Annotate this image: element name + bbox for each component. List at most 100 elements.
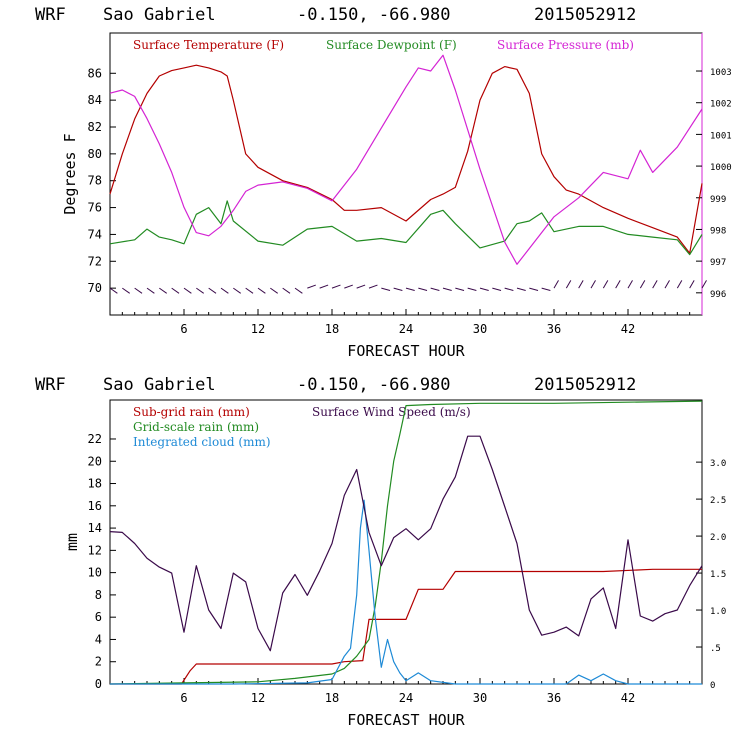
wind-barb <box>430 287 440 291</box>
y-tick-label: 16 <box>88 499 102 513</box>
y-tick-label: 84 <box>88 93 102 107</box>
wind-barb <box>319 284 329 289</box>
series-sub-grid-rain-line <box>110 568 702 685</box>
y2-tick-label: .5 <box>710 644 721 654</box>
series-integrated-cloud-line <box>110 499 702 685</box>
series-surface-wind-speed-line <box>109 435 703 652</box>
bottom-series <box>109 400 703 685</box>
wind-barb <box>159 287 167 294</box>
bottom-panel: WRF Sao Gabriel -0.150, -66.980 20150529… <box>35 375 726 729</box>
bottom-title-model: WRF <box>35 375 66 395</box>
x-tick-label: 24 <box>399 691 413 705</box>
y-tick-label: 14 <box>88 521 102 535</box>
wind-barb <box>146 287 155 294</box>
wind-barb <box>405 287 415 291</box>
wind-barb <box>331 284 341 289</box>
top-legend: Surface Temperature (F) Surface Dewpoint… <box>133 38 634 52</box>
top-title: WRF Sao Gabriel -0.150, -66.980 20150529… <box>35 5 636 25</box>
wind-barb <box>664 280 670 289</box>
legend-temperature: Surface Temperature (F) <box>133 38 284 52</box>
bottom-title: WRF Sao Gabriel -0.150, -66.980 20150529… <box>35 375 636 395</box>
series-surface-pressure-line <box>109 54 703 265</box>
wind-barb <box>615 280 621 289</box>
top-xlabel: FORECAST HOUR <box>347 342 465 360</box>
y-tick-label: 70 <box>88 281 102 295</box>
y-tick-label: 4 <box>95 632 102 646</box>
wind-barb <box>294 287 303 294</box>
top-title-coords: -0.150, -66.980 <box>297 5 451 25</box>
y2-tick-label: 999 <box>710 195 726 205</box>
x-tick-label: 42 <box>621 691 635 705</box>
wind-barb <box>541 287 551 291</box>
bottom-title-station: Sao Gabriel <box>103 375 216 395</box>
wind-barb <box>307 284 316 289</box>
legend-dewpoint: Surface Dewpoint (F) <box>326 38 457 52</box>
y-tick-label: 20 <box>88 454 102 468</box>
x-tick-label: 36 <box>547 322 561 336</box>
bottom-title-coords: -0.150, -66.980 <box>297 375 451 395</box>
wind-barb <box>504 287 514 291</box>
y2-tick-label: 1003 <box>710 68 732 78</box>
wind-barb <box>418 287 428 291</box>
wind-barb <box>639 280 646 289</box>
top-series <box>109 54 703 265</box>
wind-barb <box>183 287 192 294</box>
wind-barb <box>356 284 366 289</box>
wind-barb <box>689 280 695 289</box>
bottom-right-axis: 0 .5 1.0 1.5 2.0 2.5 3.0 <box>696 459 726 691</box>
top-right-axis-ticks: 996 997 998 999 1000 1001 1002 1003 <box>696 68 732 300</box>
series-grid-scale-rain-line <box>109 400 703 685</box>
y2-tick-label: 1000 <box>710 163 732 173</box>
y2-tick-label: 3.0 <box>710 459 726 469</box>
wind-barb <box>368 284 378 289</box>
y-tick-label: 74 <box>88 227 102 241</box>
legend-wind-speed: Surface Wind Speed (m/s) <box>312 405 471 419</box>
legend-subgrid-rain: Sub-grid rain (mm) <box>133 405 250 419</box>
y-tick-label: 76 <box>88 201 102 215</box>
y2-tick-label: 996 <box>710 290 726 300</box>
wind-barb <box>455 287 465 291</box>
wind-barb <box>381 287 391 291</box>
wind-barb <box>676 280 683 289</box>
y-tick-label: 18 <box>88 477 102 491</box>
y2-tick-label: 1.5 <box>710 570 726 580</box>
wind-barb <box>270 287 278 294</box>
y2-tick-label: 1001 <box>710 131 732 141</box>
top-title-init: 2015052912 <box>534 5 636 25</box>
top-left-axis: 70 72 74 76 78 80 82 84 86 <box>88 66 116 295</box>
bottom-xlabel: FORECAST HOUR <box>347 711 465 729</box>
wind-barb <box>344 284 353 289</box>
wind-barb <box>652 280 658 289</box>
y-tick-label: 6 <box>95 610 102 624</box>
top-plot-frame <box>109 32 703 316</box>
y-tick-label: 10 <box>88 566 102 580</box>
y2-tick-label: 0 <box>710 681 715 691</box>
y-tick-label: 8 <box>95 588 102 602</box>
top-title-model: WRF <box>35 5 66 25</box>
wind-barbs <box>109 280 707 294</box>
y-tick-label: 2 <box>95 655 102 669</box>
wind-barb <box>565 280 572 289</box>
wind-barb <box>578 280 584 289</box>
wind-barb <box>196 287 204 294</box>
x-tick-label: 18 <box>325 691 339 705</box>
x-tick-label: 6 <box>180 322 187 336</box>
bottom-legend: Sub-grid rain (mm) Grid-scale rain (mm) … <box>133 405 471 449</box>
x-tick-label: 18 <box>325 322 339 336</box>
wind-barb <box>602 280 609 289</box>
wind-barb <box>245 287 254 294</box>
bottom-title-init: 2015052912 <box>534 375 636 395</box>
wind-barb <box>220 287 229 294</box>
bottom-x-axis: 6 12 18 24 30 36 42 <box>121 678 691 705</box>
top-title-station: Sao Gabriel <box>103 5 216 25</box>
y-tick-label: 72 <box>88 254 102 268</box>
wind-barb <box>282 287 291 294</box>
wind-barb <box>171 287 180 294</box>
y-tick-label: 80 <box>88 147 102 161</box>
series-surface-dewpoint-line <box>109 200 703 256</box>
wind-barb <box>701 280 707 289</box>
y2-tick-label: 1002 <box>710 100 732 110</box>
top-x-axis: 6 12 18 24 30 36 42 <box>121 309 691 336</box>
y2-tick-label: 1.0 <box>710 607 726 617</box>
wind-barb <box>109 287 118 294</box>
